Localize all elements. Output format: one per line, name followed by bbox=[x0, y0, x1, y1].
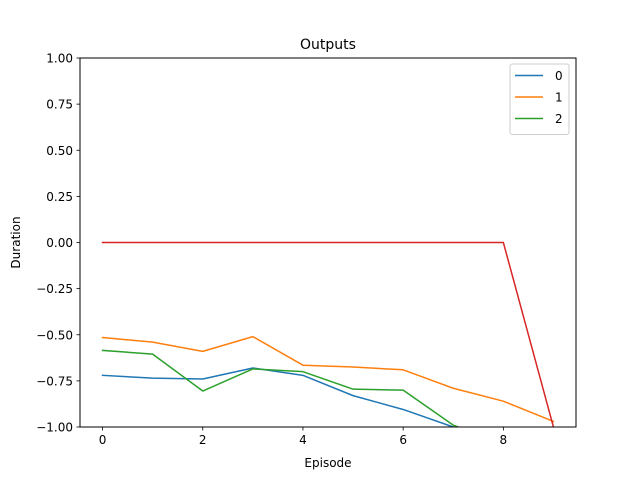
y-tick-label: 0.00 bbox=[46, 236, 73, 250]
x-tick-label: 6 bbox=[399, 433, 407, 447]
series-line-3 bbox=[101, 241, 555, 427]
y-axis-label: Duration bbox=[9, 216, 23, 268]
y-tick-label: −0.50 bbox=[36, 328, 73, 342]
legend-label: 1 bbox=[555, 91, 563, 105]
x-tick-label: 0 bbox=[99, 433, 107, 447]
series-line-0 bbox=[101, 367, 457, 427]
y-tick-label: 0.25 bbox=[46, 190, 73, 204]
y-tick-label: −0.75 bbox=[36, 374, 73, 388]
y-tick-label: 1.00 bbox=[46, 52, 73, 66]
legend-label: 0 bbox=[555, 69, 563, 83]
x-tick-label: 4 bbox=[299, 433, 307, 447]
y-tick-label: −0.25 bbox=[36, 282, 73, 296]
chart-title: Outputs bbox=[300, 37, 356, 53]
y-tick-label: −1.00 bbox=[36, 421, 73, 435]
x-tick-label: 8 bbox=[500, 433, 508, 447]
y-tick-label: 0.50 bbox=[46, 144, 73, 158]
x-tick-label: 2 bbox=[199, 433, 207, 447]
y-axis: −1.00 −0.75 −0.50 −0.25 0.00 0.25 0.50 0.75 1.00 bbox=[36, 52, 80, 435]
legend-frame bbox=[509, 63, 570, 135]
legend: 0 1 2 bbox=[509, 63, 570, 135]
series-line-1 bbox=[101, 335, 555, 423]
plot-area bbox=[101, 241, 555, 427]
x-axis-label: Episode bbox=[304, 456, 351, 470]
y-tick-label: 0.75 bbox=[46, 98, 73, 112]
series-line-2 bbox=[101, 349, 461, 427]
legend-label: 2 bbox=[555, 112, 563, 126]
x-axis: 0 2 4 6 8 bbox=[99, 427, 507, 447]
